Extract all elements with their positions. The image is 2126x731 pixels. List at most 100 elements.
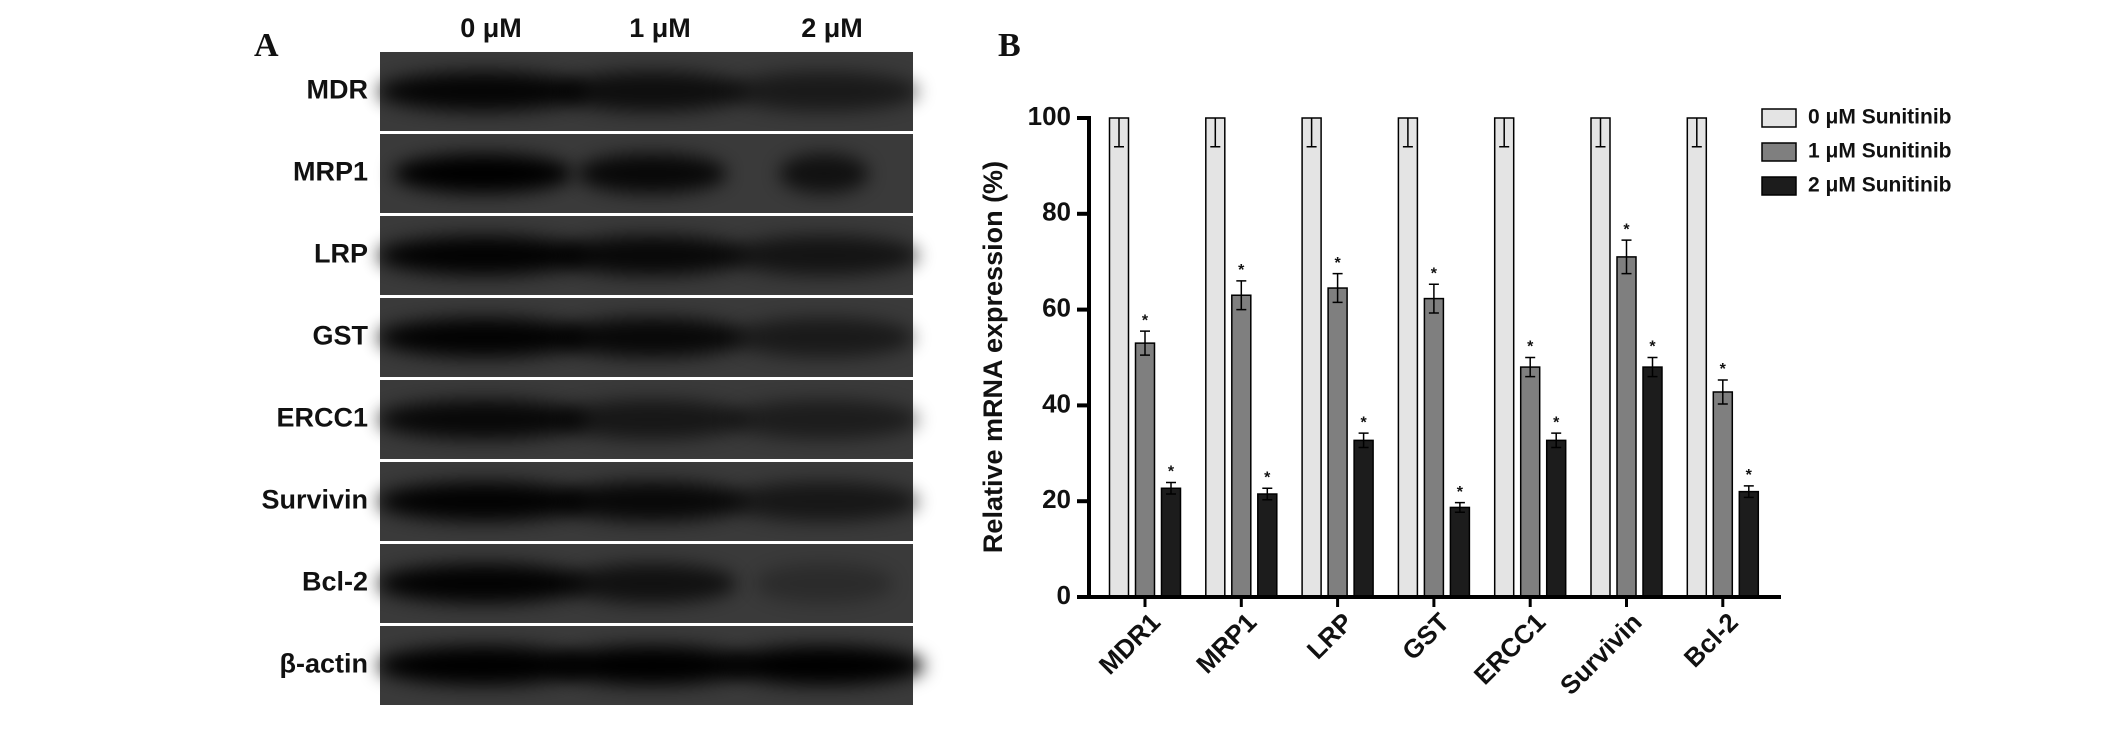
blot-band xyxy=(734,317,914,358)
significance-marker: * xyxy=(1720,361,1727,378)
bar xyxy=(1257,493,1278,598)
blot-band xyxy=(557,71,747,112)
error-bar xyxy=(1428,283,1439,314)
y-tick-label: 40 xyxy=(1042,388,1071,418)
error-bar xyxy=(1332,272,1343,304)
blot-band xyxy=(557,235,747,276)
blot-band xyxy=(729,235,919,276)
row-label: MDR xyxy=(307,75,369,105)
significance-marker: * xyxy=(1334,255,1341,272)
bar xyxy=(1231,294,1252,598)
error-bar xyxy=(1691,118,1702,148)
bar xyxy=(1353,439,1374,598)
error-bar xyxy=(1332,272,1343,304)
y-tick-label: 60 xyxy=(1042,292,1071,322)
panel-label: B xyxy=(998,27,1021,64)
error-bar xyxy=(1428,283,1439,314)
significance-marker: * xyxy=(1527,339,1534,356)
error-bar xyxy=(1551,432,1562,449)
blot-band xyxy=(378,235,588,276)
blot-band xyxy=(754,563,894,604)
error-bar xyxy=(1402,118,1413,148)
row-label: MRP1 xyxy=(293,157,368,187)
blot-band xyxy=(378,317,588,358)
blot-band xyxy=(378,563,588,604)
error-bar xyxy=(1262,487,1273,501)
significance-marker: * xyxy=(1746,467,1753,484)
row-label: β-actin xyxy=(280,649,369,679)
error-bar xyxy=(1306,118,1317,148)
error-bar xyxy=(1647,356,1658,378)
significance-marker: * xyxy=(1553,414,1560,431)
legend-label: 1 μM Sunitinib xyxy=(1808,140,1952,163)
legend-swatch xyxy=(1761,142,1797,162)
blot-band xyxy=(378,71,588,112)
y-tick-label: 100 xyxy=(1028,101,1071,131)
bar xyxy=(1616,256,1637,598)
blot-band xyxy=(729,71,919,112)
error-bar xyxy=(1306,118,1317,148)
blot-band xyxy=(378,399,588,440)
x-tick-label: Survivin xyxy=(1554,607,1648,701)
error-bar xyxy=(1717,379,1728,405)
error-bar xyxy=(1743,485,1754,499)
bar xyxy=(1590,117,1611,598)
x-tick-label: GST xyxy=(1396,607,1455,666)
bar xyxy=(1301,117,1322,598)
blot-band xyxy=(724,645,924,686)
blot-band xyxy=(779,153,869,194)
significance-marker: * xyxy=(1168,464,1175,481)
blot-band xyxy=(729,481,919,522)
significance-marker: * xyxy=(1142,312,1149,329)
error-bar xyxy=(1595,118,1606,148)
blot-band xyxy=(557,481,747,522)
legend-swatch xyxy=(1761,176,1797,196)
error-bar xyxy=(1525,356,1536,378)
bar xyxy=(1160,487,1182,598)
error-bar xyxy=(1691,118,1702,148)
error-bar xyxy=(1454,501,1465,513)
x-tick-label: LRP xyxy=(1301,607,1359,665)
bar xyxy=(1449,506,1471,598)
error-bar xyxy=(1114,118,1124,148)
significance-marker: * xyxy=(1649,339,1656,356)
blot-band xyxy=(378,645,588,686)
column-header: 1 μM xyxy=(629,13,691,43)
blot-band xyxy=(729,399,919,440)
error-bar xyxy=(1114,118,1124,148)
error-bar xyxy=(1595,118,1606,148)
blot-band xyxy=(577,153,727,194)
error-bar xyxy=(1140,330,1150,356)
error-bar xyxy=(1236,280,1247,311)
bar xyxy=(1545,439,1567,598)
bar xyxy=(1134,342,1156,598)
y-tick-label: 80 xyxy=(1042,197,1071,227)
panel-label: A xyxy=(254,27,279,64)
blot-band xyxy=(557,399,747,440)
row-label: Bcl-2 xyxy=(302,567,368,597)
blot-band xyxy=(393,153,573,194)
error-bar xyxy=(1140,330,1150,356)
legend-swatch xyxy=(1761,108,1797,128)
error-bar xyxy=(1166,481,1176,495)
significance-marker: * xyxy=(1264,469,1271,486)
blot-band xyxy=(552,645,752,686)
error-bar xyxy=(1499,118,1510,148)
error-bar xyxy=(1454,501,1465,513)
error-bar xyxy=(1210,118,1221,148)
significance-marker: * xyxy=(1360,414,1367,431)
error-bar xyxy=(1621,239,1632,275)
significance-marker: * xyxy=(1238,262,1245,279)
column-header: 0 μM xyxy=(460,13,522,43)
error-bar xyxy=(1358,432,1369,449)
error-bar xyxy=(1621,239,1632,275)
row-label: LRP xyxy=(314,239,368,269)
row-label: Survivin xyxy=(261,485,368,515)
error-bar xyxy=(1743,485,1754,499)
bar xyxy=(1397,117,1419,598)
error-bar xyxy=(1236,280,1247,311)
bar xyxy=(1738,490,1760,598)
blot-band xyxy=(567,563,737,604)
row-label: GST xyxy=(312,321,368,351)
